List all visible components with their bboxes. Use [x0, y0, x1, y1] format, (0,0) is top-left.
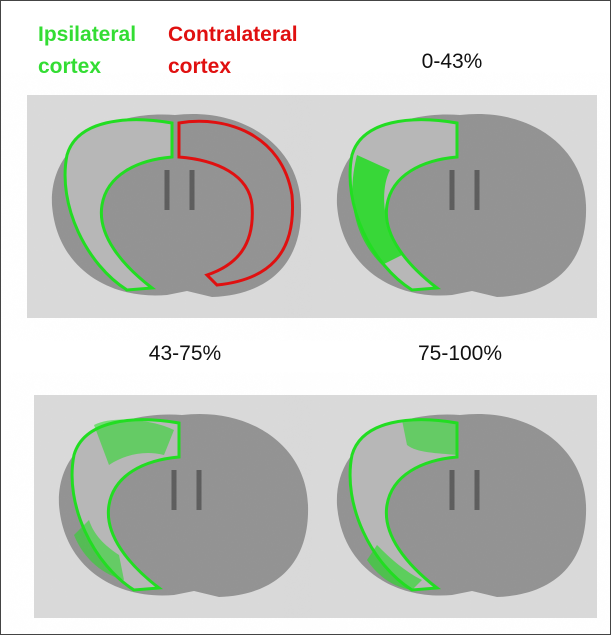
- panel-0-43: [312, 95, 597, 318]
- panel-label: 0-43%: [422, 50, 483, 73]
- panel-75-100: [312, 395, 597, 618]
- panel-label: 43-75%: [149, 342, 221, 365]
- figure: Ipsilateral cortex Contralateral cortex …: [0, 0, 611, 635]
- panel-overview: [27, 95, 312, 318]
- legend-ipsilateral: cortex: [38, 55, 101, 78]
- legend-contralateral: cortex: [168, 55, 231, 78]
- panel-label: 75-100%: [418, 342, 502, 365]
- legend-ipsilateral: Ipsilateral: [38, 23, 136, 46]
- panel-43-75: [34, 395, 319, 618]
- legend-contralateral: Contralateral: [168, 23, 298, 46]
